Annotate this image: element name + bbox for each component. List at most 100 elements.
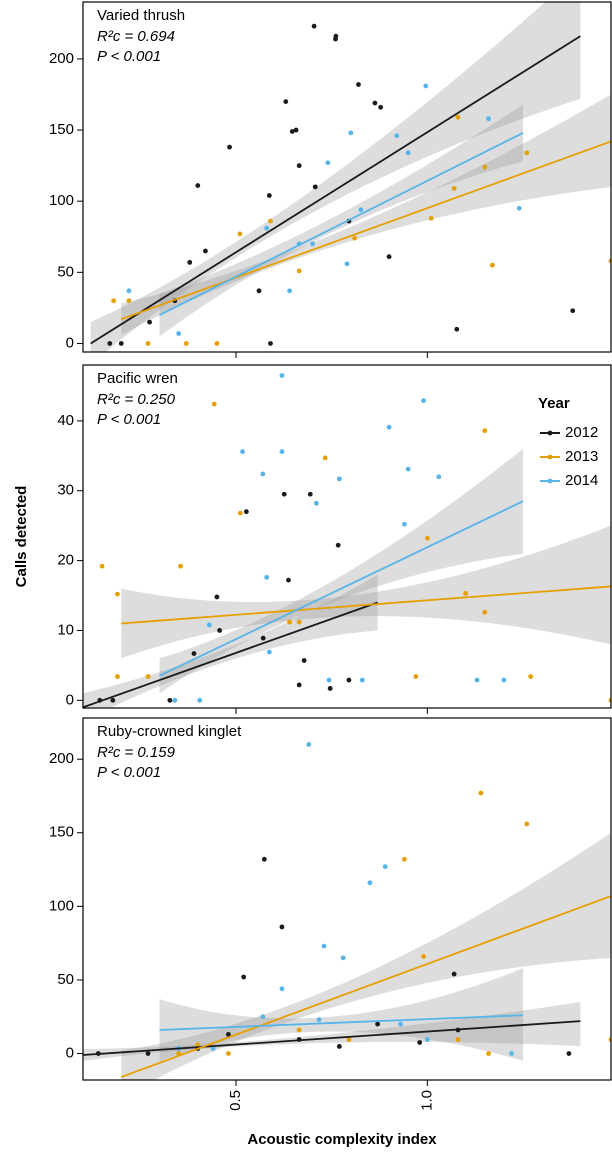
y-tick-label: 150: [49, 824, 74, 841]
data-point: [145, 674, 151, 679]
data-point: [167, 697, 173, 703]
data-point: [486, 1051, 491, 1056]
y-tick-label: 200: [49, 50, 74, 67]
legend-label: 2014: [565, 472, 598, 489]
data-point: [346, 1037, 352, 1042]
data-point: [210, 1046, 216, 1051]
y-tick-label: 100: [49, 192, 74, 209]
data-point: [260, 471, 266, 477]
data-point: [126, 288, 132, 294]
data-point: [528, 674, 534, 679]
y-axis-label: Calls detected: [13, 486, 30, 588]
data-point: [326, 677, 332, 683]
panel-frame: [82, 364, 612, 709]
data-point: [405, 150, 411, 156]
data-point: [378, 104, 384, 110]
data-point: [455, 114, 461, 120]
data-point: [372, 100, 378, 106]
data-point: [268, 218, 273, 224]
data-point: [421, 398, 426, 404]
data-point: [451, 971, 457, 977]
data-point: [336, 476, 342, 482]
fit-line: [120, 895, 611, 1078]
data-point: [489, 262, 495, 268]
data-point: [386, 254, 392, 260]
panel: 0 50 100 150 200 0.5 1.0 Ruby-crowned kinglet R²…: [49, 717, 612, 1148]
data-point: [346, 677, 352, 683]
data-point: [474, 677, 480, 683]
data-point: [482, 609, 488, 615]
data-point: [237, 231, 243, 237]
data-point: [322, 455, 328, 461]
legend-swatch-dot: [547, 430, 553, 436]
data-point: [356, 82, 361, 87]
data-point: [478, 790, 484, 796]
data-point: [287, 619, 293, 625]
fit-line: [159, 1014, 524, 1031]
data-point: [310, 241, 315, 247]
data-point: [340, 955, 346, 961]
y-tick-label: 0: [66, 334, 74, 351]
data-point: [344, 261, 350, 267]
data-point: [352, 235, 358, 241]
y-tick-label: 200: [49, 750, 74, 767]
data-point: [386, 424, 392, 430]
data-point: [264, 574, 270, 580]
data-point: [287, 288, 293, 294]
data-point: [264, 225, 270, 231]
data-point: [99, 563, 105, 569]
data-point: [566, 1051, 572, 1056]
data-point: [183, 341, 189, 346]
data-point: [211, 401, 217, 407]
x-axis-label: Acoustic complexity index: [247, 1131, 437, 1148]
data-point: [279, 449, 285, 455]
data-point: [268, 341, 273, 346]
data-point: [394, 133, 400, 139]
data-point: [191, 651, 197, 656]
y-tick-label: 10: [57, 621, 74, 638]
data-point: [486, 116, 491, 122]
fit-line: [120, 140, 611, 321]
data-point: [115, 674, 120, 679]
data-point: [225, 1031, 231, 1037]
data-point: [375, 1021, 381, 1027]
legend: Year 2012 2013 2014: [538, 395, 598, 489]
confidence-band: [83, 574, 378, 708]
legend-swatch-dot: [547, 478, 553, 484]
data-point: [296, 682, 302, 688]
data-point: [367, 880, 373, 886]
data-point: [327, 686, 333, 691]
data-point: [283, 99, 289, 104]
panel-frame: [82, 1, 612, 353]
panel-title: Pacific wren: [97, 370, 178, 387]
y-tick-label: 40: [57, 412, 74, 429]
data-point: [398, 1021, 403, 1027]
data-point: [241, 974, 247, 980]
data-point: [413, 674, 419, 679]
data-point: [187, 259, 193, 265]
data-point: [197, 697, 203, 703]
data-point: [524, 150, 530, 156]
data-point: [333, 36, 338, 42]
data-point: [359, 677, 365, 683]
data-point: [316, 1017, 322, 1023]
data-point: [240, 449, 245, 455]
data-point: [482, 428, 488, 434]
data-point: [296, 619, 302, 625]
data-point: [401, 521, 407, 527]
data-point: [424, 535, 430, 541]
panel: 0 50 100 150 200 Varied thrush R²c = 0.694 P < …: [49, 1, 612, 358]
data-point: [227, 144, 232, 150]
data-point: [286, 577, 291, 583]
data-point: [454, 326, 460, 332]
data-point: [176, 331, 182, 336]
panel-frame: [82, 717, 612, 1081]
data-point: [509, 1051, 514, 1056]
fit-line: [121, 585, 611, 625]
data-point: [401, 856, 407, 862]
y-tick-label: 100: [49, 897, 74, 914]
legend-title: Year: [538, 395, 570, 412]
y-tick-label: 0: [66, 691, 74, 708]
data-point: [301, 658, 307, 663]
data-point: [289, 129, 295, 134]
